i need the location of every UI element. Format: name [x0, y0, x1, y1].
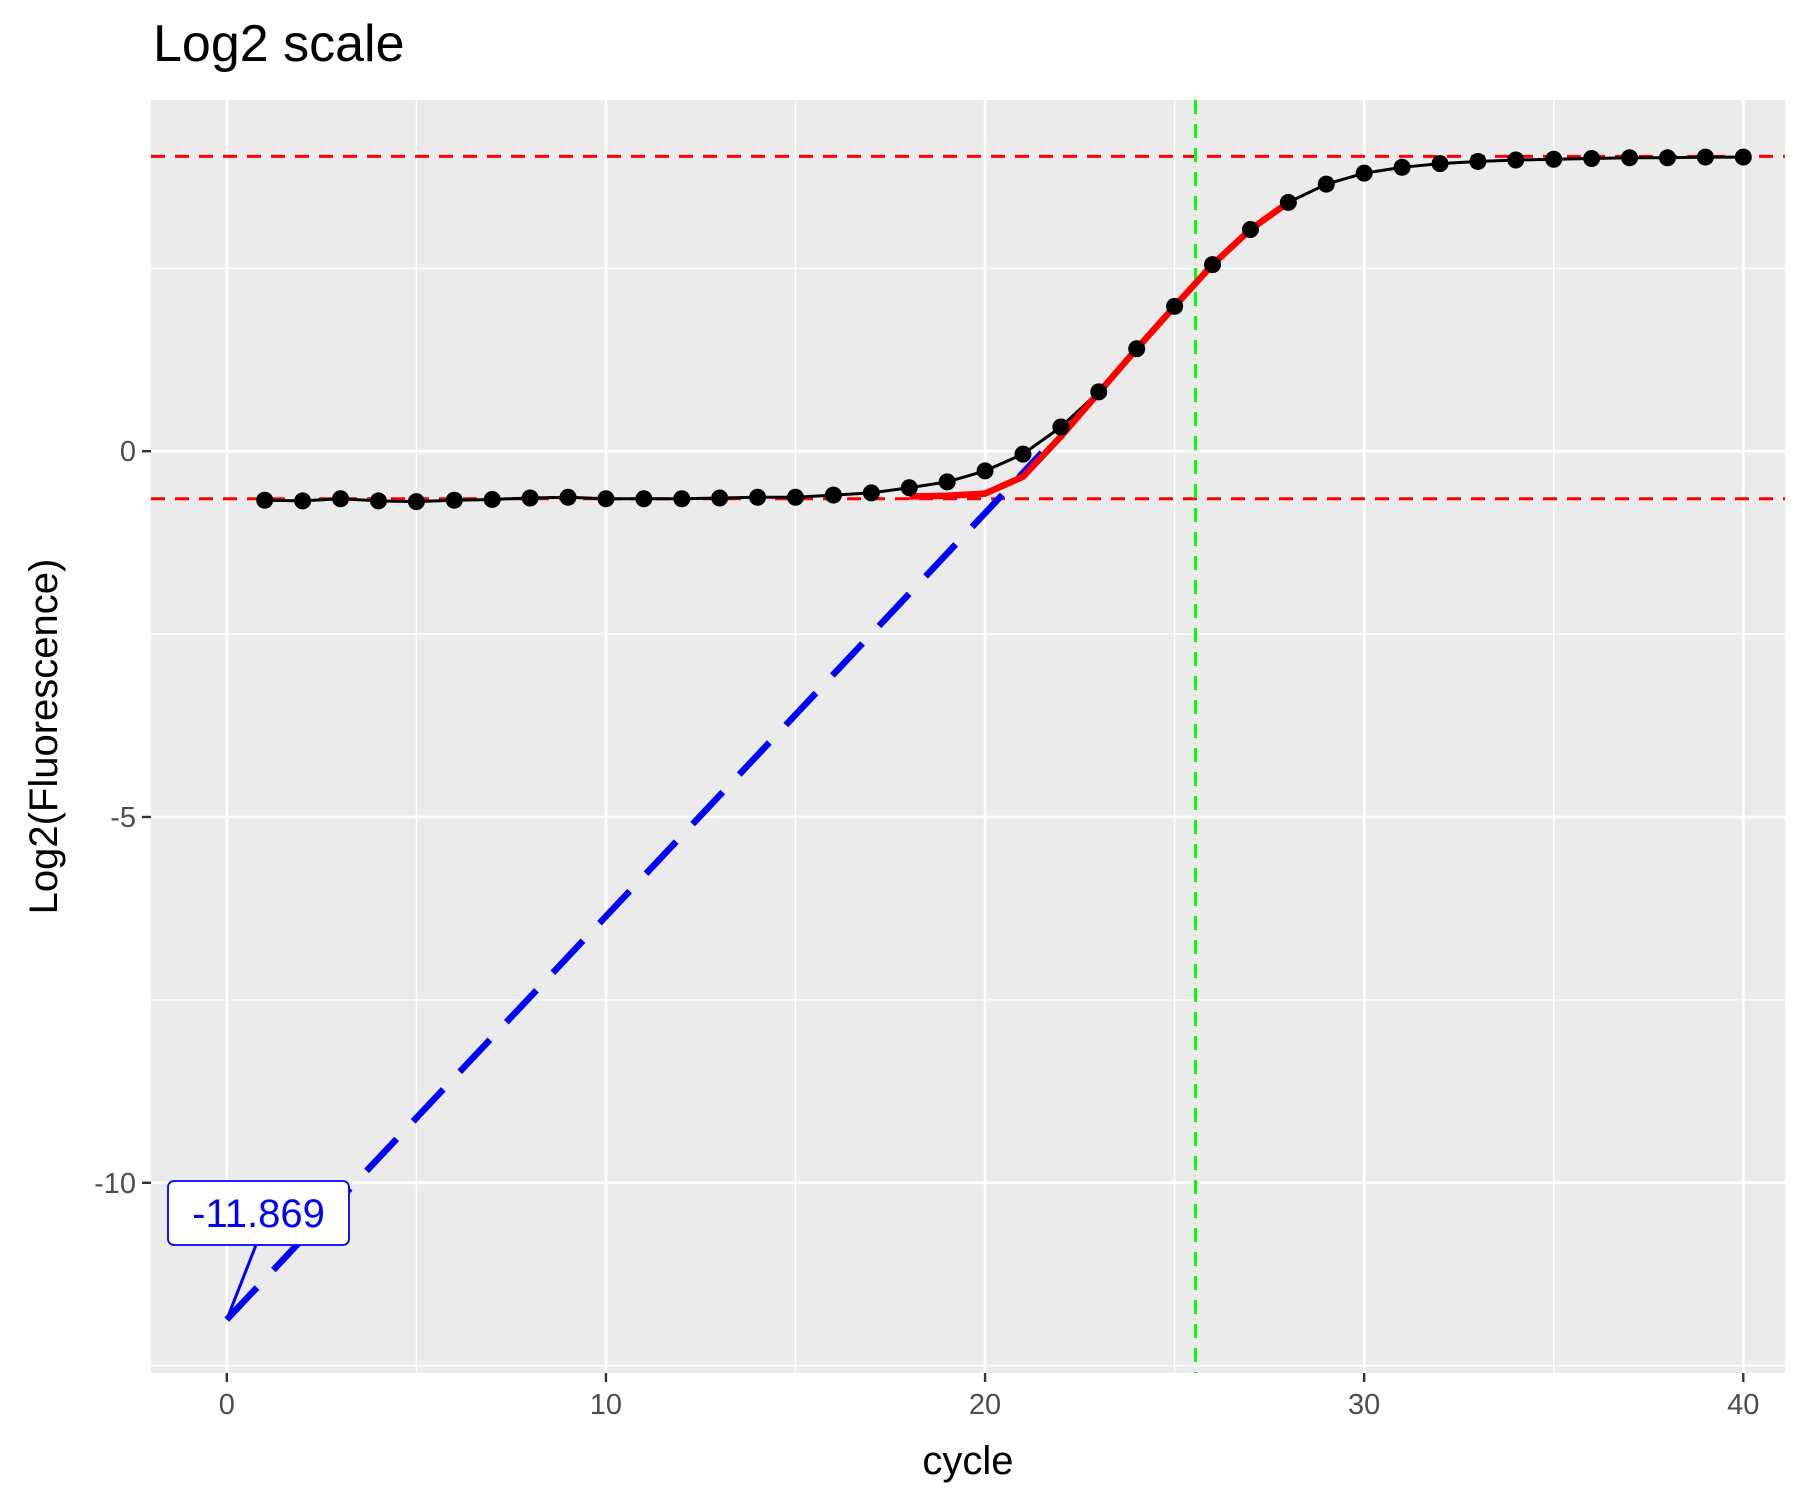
- data-point: [407, 493, 425, 511]
- data-point: [1014, 445, 1032, 463]
- data-point: [1507, 151, 1525, 169]
- x-axis-title: cycle: [922, 1439, 1013, 1483]
- x-tick-label: 30: [1348, 1389, 1380, 1421]
- data-point: [559, 488, 577, 506]
- data-point: [1545, 150, 1563, 168]
- chart-title: Log2 scale: [153, 15, 405, 73]
- data-point: [1393, 158, 1411, 176]
- data-point: [1431, 155, 1449, 173]
- data-point: [294, 492, 312, 510]
- data-point: [332, 490, 350, 508]
- data-point: [862, 484, 880, 502]
- annotation-layer: -11.869: [167, 1180, 350, 1321]
- x-tick-label: 20: [969, 1389, 1001, 1421]
- plot-panel: [151, 100, 1785, 1373]
- data-point: [900, 479, 918, 497]
- y-tick-label: -5: [110, 802, 136, 834]
- x-tick-label: 40: [1727, 1389, 1759, 1421]
- data-point: [445, 491, 463, 509]
- y-tick-label: -10: [94, 1168, 136, 1200]
- data-point: [673, 490, 691, 508]
- data-point: [1166, 297, 1184, 315]
- data-point: [1621, 149, 1639, 167]
- x-axis-ticks: 0 10 20 30 40: [219, 1373, 1759, 1421]
- data-point: [749, 488, 767, 506]
- data-point: [1241, 220, 1259, 238]
- data-point: [1204, 256, 1222, 274]
- series-layer: [256, 148, 1752, 511]
- data-point: [1355, 164, 1373, 182]
- data-point: [1279, 193, 1297, 211]
- data-point: [1090, 383, 1108, 401]
- annotation-box: [167, 1180, 350, 1246]
- y-axis-ticks: 0 -5 -10: [94, 436, 151, 1200]
- data-point: [1469, 152, 1487, 170]
- data-point: [787, 488, 805, 506]
- data-point: [976, 462, 994, 480]
- fluorescence-line: [264, 155, 1744, 504]
- annotation-pointer: [225, 1244, 258, 1321]
- y-tick-label: 0: [120, 436, 136, 468]
- y-axis-title: Log2(Fluorescence): [22, 559, 66, 915]
- data-point: [938, 473, 956, 491]
- data-point: [1128, 340, 1146, 358]
- data-point: [597, 490, 615, 508]
- extrapolation-line: [224, 450, 1045, 1322]
- x-tick-label: 10: [590, 1389, 622, 1421]
- data-point: [369, 492, 387, 510]
- annotation-label: -11.869: [192, 1192, 325, 1236]
- data-point: [521, 489, 539, 507]
- data-point: [1052, 418, 1070, 436]
- data-point: [1317, 175, 1335, 193]
- major-gridlines: [151, 100, 1785, 1373]
- data-point: [1734, 148, 1752, 166]
- data-point: [483, 490, 501, 508]
- x-tick-label: 0: [219, 1389, 235, 1421]
- data-point: [635, 490, 653, 508]
- data-point: [256, 491, 274, 509]
- data-point: [1658, 149, 1676, 167]
- data-point: [711, 489, 729, 507]
- data-point: [824, 486, 842, 504]
- data-point: [1696, 148, 1714, 166]
- data-point: [1583, 150, 1601, 168]
